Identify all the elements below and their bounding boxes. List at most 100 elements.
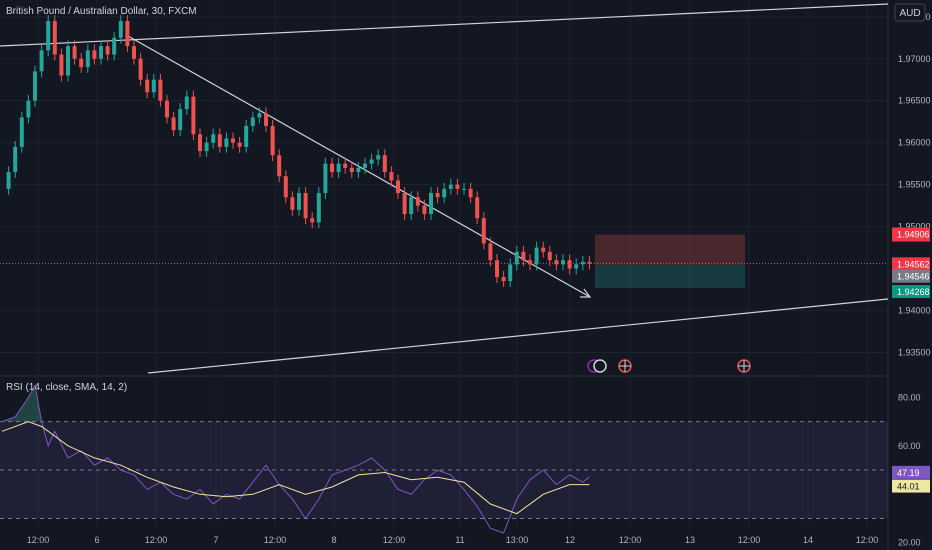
candle-body xyxy=(382,155,387,173)
lower-channel-line[interactable] xyxy=(147,298,889,374)
candle-body xyxy=(396,180,400,194)
candle-body xyxy=(409,197,414,215)
candle-body xyxy=(547,251,552,261)
candle-body xyxy=(422,205,427,215)
candle-body xyxy=(376,155,381,160)
time-tick-label: 8 xyxy=(331,535,336,545)
candle-body xyxy=(323,163,328,194)
candle-body xyxy=(363,163,367,168)
candle-body xyxy=(264,113,268,126)
candle-body xyxy=(198,134,202,152)
candle-body xyxy=(528,260,532,265)
candle-body xyxy=(39,50,44,72)
rsi-tick-label: 20.00 xyxy=(898,538,921,548)
downtrend-arrow-line[interactable] xyxy=(127,35,591,298)
candle-body xyxy=(290,197,295,210)
candle-body xyxy=(554,260,559,265)
candle-body xyxy=(468,188,473,198)
candle-body xyxy=(343,163,348,168)
candle-body xyxy=(191,96,196,135)
candle-body xyxy=(429,193,433,215)
candle-body xyxy=(237,142,242,147)
candle-body xyxy=(455,184,460,189)
chart-title: British Pound / Australian Dollar, 30, F… xyxy=(6,6,197,17)
candle-body xyxy=(138,58,143,80)
candle-body xyxy=(217,134,222,147)
candle-body xyxy=(19,117,24,147)
candle-body xyxy=(165,100,169,118)
candle-body xyxy=(13,146,18,173)
rsi-tick-label: 80.00 xyxy=(898,392,921,402)
time-tick-label: 12:00 xyxy=(856,535,879,545)
candle-body xyxy=(66,46,70,76)
time-tick-label: 12:00 xyxy=(383,535,406,545)
candle-body xyxy=(316,193,321,223)
uk-flag-cross-icon xyxy=(738,360,750,372)
candle-body xyxy=(178,109,183,131)
time-tick-label: 12:00 xyxy=(619,535,642,545)
candle-body xyxy=(310,218,315,223)
currency-button-label: AUD xyxy=(899,8,920,19)
candle-body xyxy=(283,176,288,198)
time-axis[interactable]: 12:00 6 12:00 7 12:00 8 12:00 11 13:00 12 12:00 13 1… xyxy=(27,535,879,545)
time-tick-label: 12:00 xyxy=(27,535,50,545)
price-tag-label: 1.94268 xyxy=(897,287,930,297)
candle-body xyxy=(158,79,163,101)
upper-channel-line[interactable] xyxy=(0,3,889,47)
candle-body xyxy=(99,46,103,59)
rsi-ma-line xyxy=(1,421,590,515)
time-tick-label: 13 xyxy=(685,535,695,545)
price-tag xyxy=(892,285,930,299)
economic-events[interactable] xyxy=(587,359,751,373)
price-axis[interactable]: 1.975001.970001.965001.960001.955001.950… xyxy=(898,12,931,358)
candle-body xyxy=(184,96,189,110)
rsi-ma-tag xyxy=(892,479,930,493)
price-tag xyxy=(892,269,930,283)
candle-body xyxy=(33,71,37,101)
candle-body xyxy=(442,188,447,198)
candle-body xyxy=(118,20,123,38)
candle-body xyxy=(541,247,546,252)
candle-body xyxy=(415,197,420,206)
rsi-line xyxy=(1,383,590,534)
candle-body xyxy=(303,193,308,219)
rsi-tick-label: 60.00 xyxy=(898,441,921,451)
candle-body xyxy=(448,184,453,189)
grid-lines xyxy=(0,0,888,530)
candle-body xyxy=(277,155,282,177)
candle-body xyxy=(270,125,275,156)
candle-body xyxy=(151,79,156,93)
candle-body xyxy=(26,100,31,118)
price-tick-label: 1.96000 xyxy=(898,138,931,148)
candle-body xyxy=(92,50,97,59)
candle-body xyxy=(336,163,341,173)
rsi-value-label: 47.19 xyxy=(897,468,920,478)
candle-body xyxy=(224,138,229,147)
candle-body xyxy=(561,260,565,265)
event-flag-icon[interactable] xyxy=(593,359,607,373)
candle-body xyxy=(204,142,209,152)
candle-body xyxy=(132,46,136,59)
candle-body xyxy=(85,50,90,68)
time-tick-label: 7 xyxy=(213,535,218,545)
price-tick-label: 1.95000 xyxy=(898,222,931,232)
position-target-zone[interactable] xyxy=(595,234,745,265)
candle-body xyxy=(567,260,572,269)
position-stop-zone[interactable] xyxy=(595,264,745,289)
candle-body xyxy=(257,113,262,118)
rsi-title: RSI (14, close, SMA, 14, 2) xyxy=(6,382,127,393)
candle-body xyxy=(231,138,235,143)
time-tick-label: 11 xyxy=(455,535,464,545)
candle-body xyxy=(495,260,499,277)
currency-button[interactable] xyxy=(894,3,926,22)
rsi-axis[interactable]: 80.00 60.00 20.00 xyxy=(898,392,921,547)
candle-body xyxy=(369,159,374,164)
price-tag-label: 1.94546 xyxy=(897,272,930,282)
candle-body xyxy=(250,117,255,126)
candle-body xyxy=(125,20,130,47)
price-tick-label: 1.96500 xyxy=(898,96,931,106)
rsi-overbought-fill xyxy=(2,385,49,422)
time-tick-label: 13:00 xyxy=(506,535,529,545)
candle-body xyxy=(112,37,117,55)
